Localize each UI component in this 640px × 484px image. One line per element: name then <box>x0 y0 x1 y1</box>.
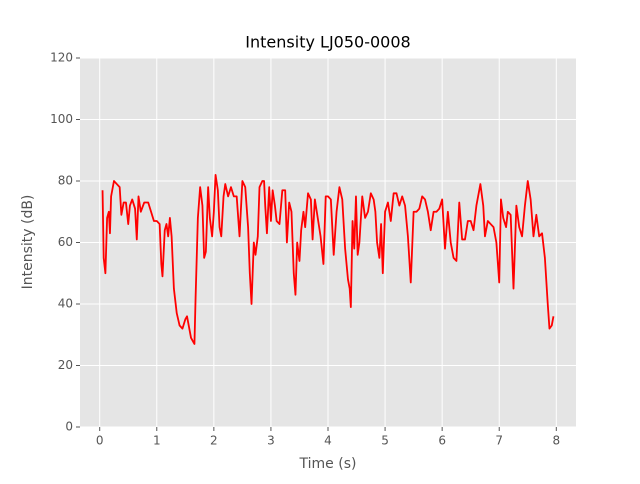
x-tick-label: 4 <box>324 434 332 448</box>
y-tick-label: 120 <box>50 51 73 65</box>
x-tick-label: 6 <box>438 434 446 448</box>
x-tick-label: 5 <box>381 434 389 448</box>
line-series <box>101 173 555 345</box>
x-tick-label: 3 <box>267 434 275 448</box>
y-tick-label: 80 <box>58 174 73 188</box>
y-tick-label: 20 <box>58 358 73 372</box>
y-tick-label: 60 <box>58 235 73 249</box>
x-axis-label: Time (s) <box>299 456 357 472</box>
y-tick-label: 0 <box>65 420 73 434</box>
x-tick-label: 2 <box>210 434 218 448</box>
x-tick-label: 8 <box>552 434 560 448</box>
y-axis-label: Intensity (dB) <box>20 195 36 290</box>
x-tick-label: 1 <box>153 434 161 448</box>
chart-title: Intensity LJ050-0008 <box>245 33 410 52</box>
x-tick-label: 0 <box>96 434 104 448</box>
y-tick-label: 40 <box>58 297 73 311</box>
y-tick-label: 100 <box>50 112 73 126</box>
x-tick-label: 7 <box>495 434 503 448</box>
